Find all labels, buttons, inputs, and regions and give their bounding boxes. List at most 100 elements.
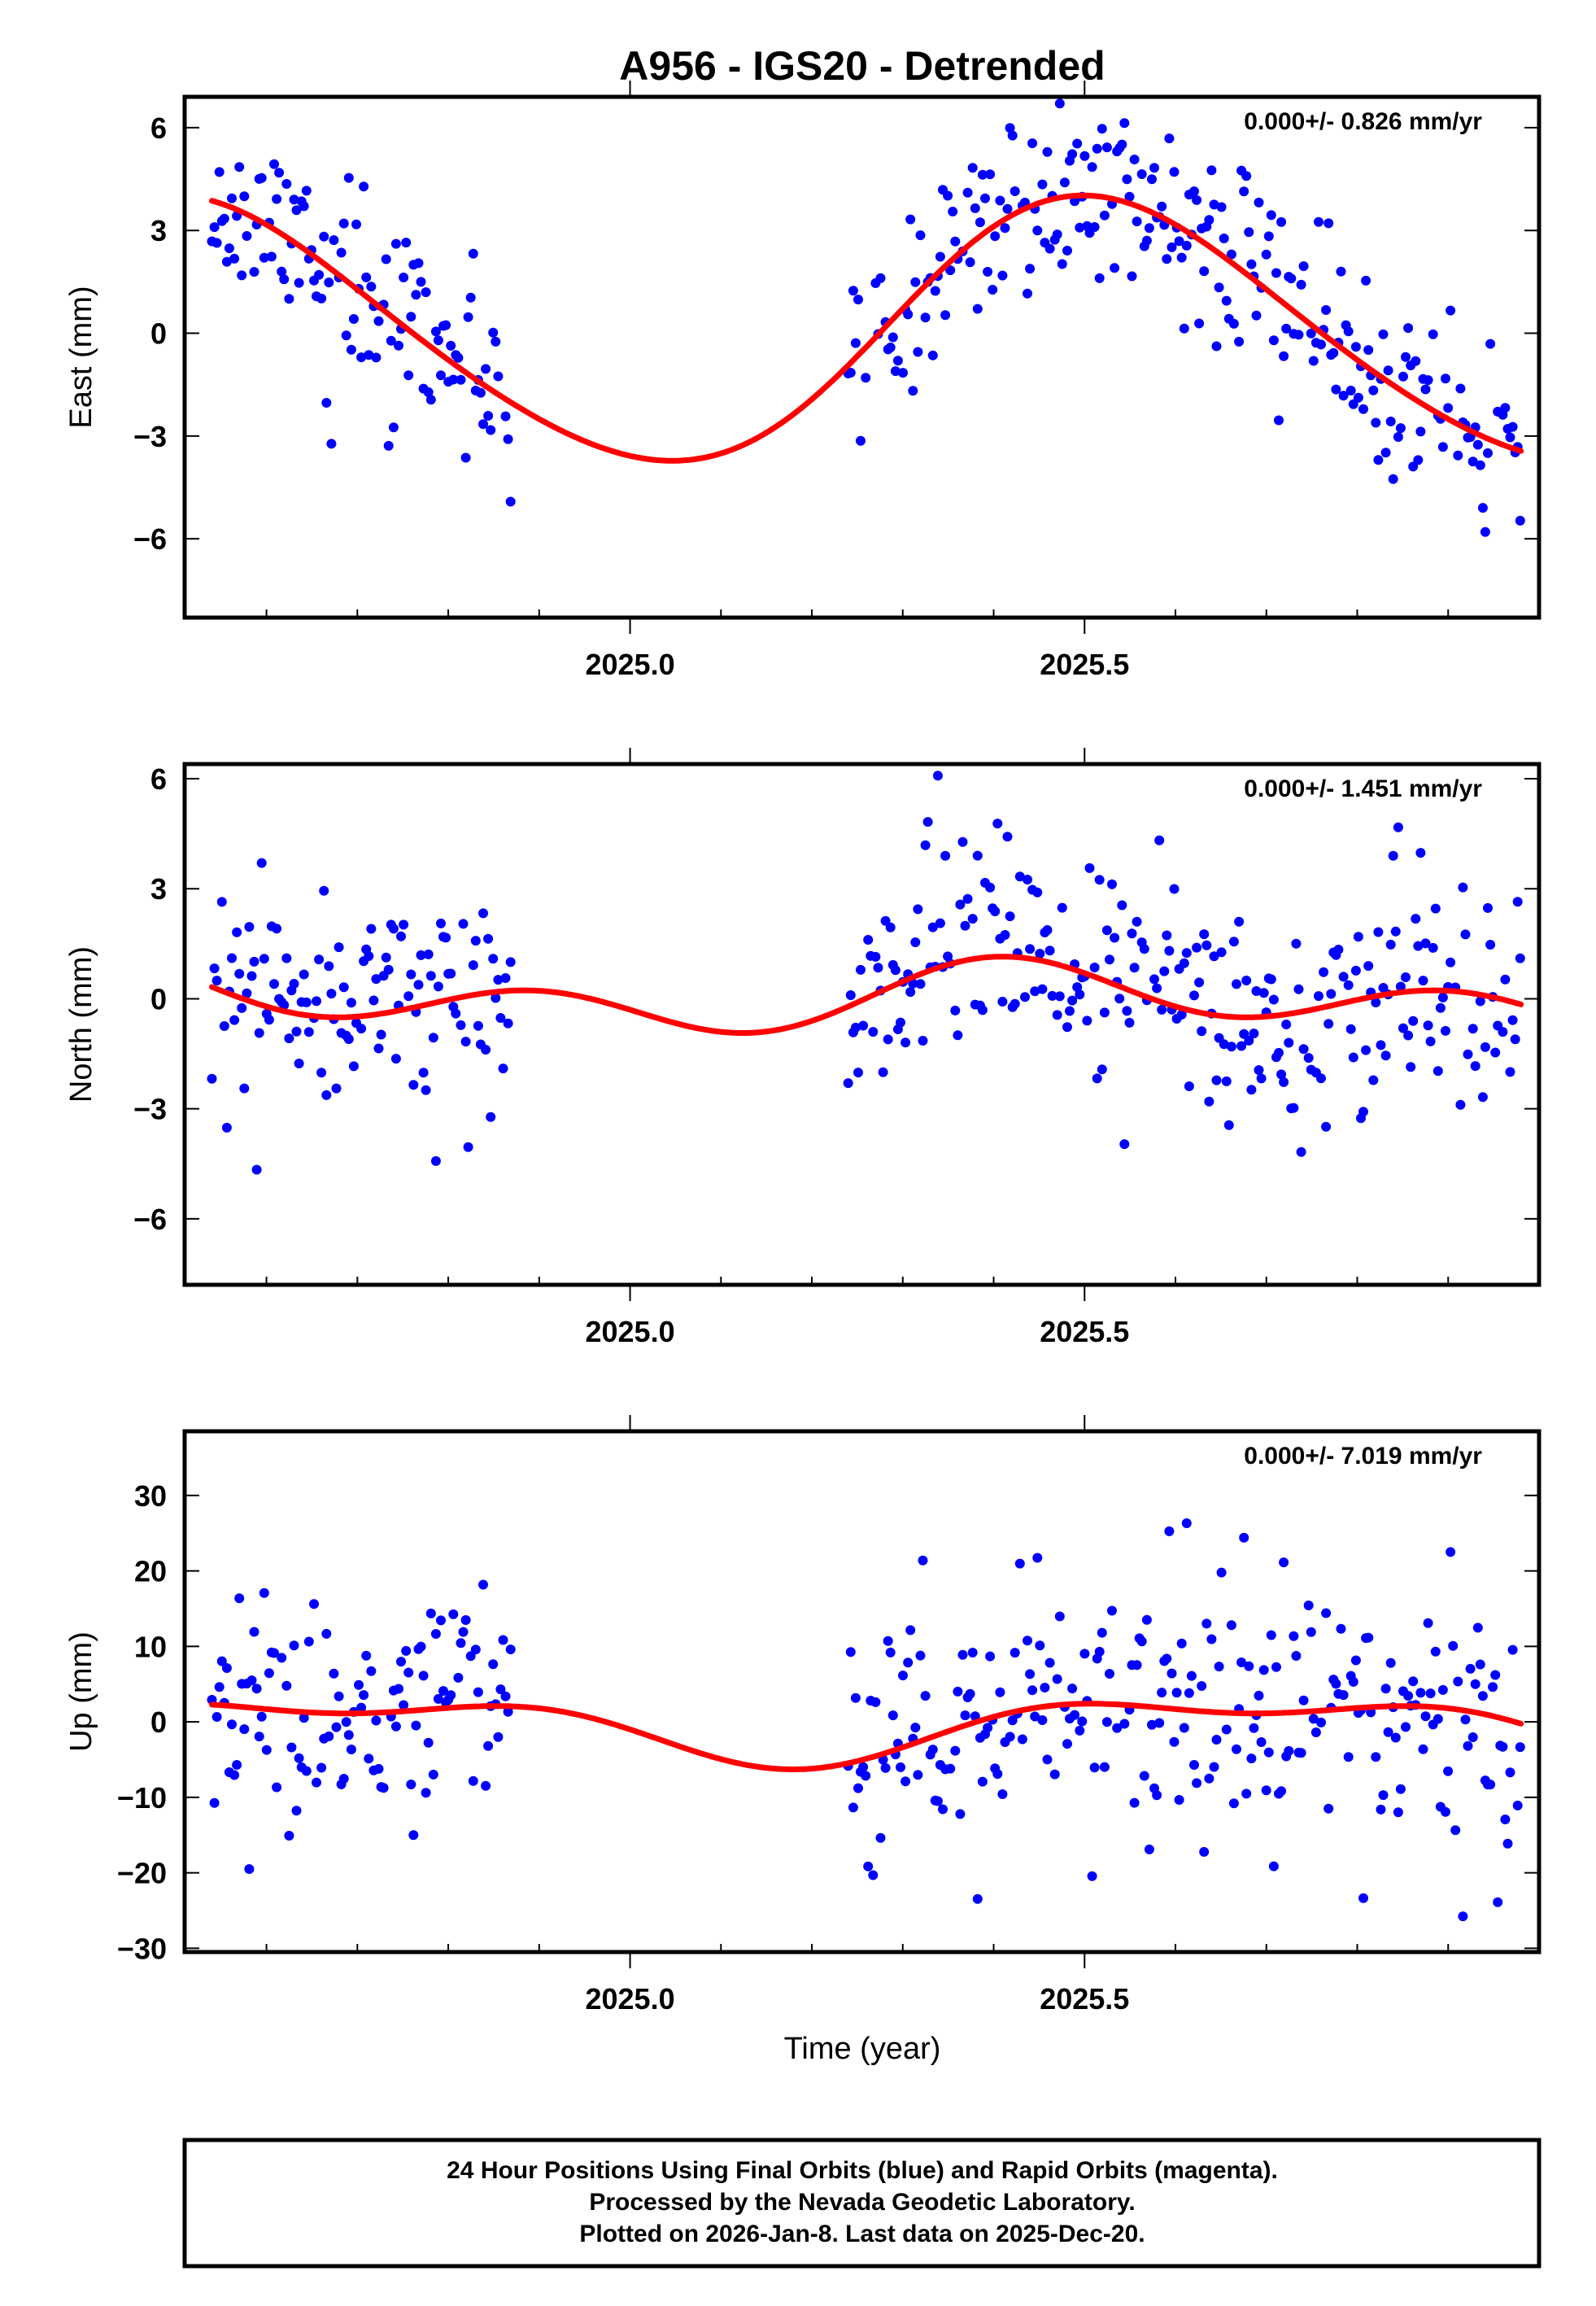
data-point bbox=[1079, 1649, 1090, 1659]
data-point bbox=[399, 919, 409, 930]
data-point bbox=[221, 1122, 232, 1133]
data-point bbox=[1254, 197, 1264, 207]
data-point bbox=[913, 347, 923, 357]
data-point bbox=[500, 973, 511, 983]
data-point bbox=[1350, 965, 1361, 976]
x-tick-label: 2025.5 bbox=[1040, 1982, 1129, 2016]
data-point bbox=[1413, 941, 1424, 951]
data-point bbox=[1129, 1797, 1140, 1808]
data-point bbox=[927, 922, 938, 932]
data-point bbox=[955, 1809, 966, 1819]
data-point bbox=[1017, 1734, 1027, 1745]
data-point bbox=[1179, 958, 1189, 968]
data-point bbox=[1331, 1679, 1341, 1689]
data-point bbox=[1420, 938, 1431, 949]
data-point bbox=[1000, 930, 1010, 940]
data-point bbox=[451, 1008, 461, 1019]
data-point bbox=[446, 968, 456, 979]
data-point bbox=[910, 277, 921, 287]
data-point bbox=[1310, 1727, 1321, 1737]
data-point bbox=[1298, 1044, 1309, 1055]
data-point bbox=[1432, 1066, 1443, 1077]
data-point bbox=[1380, 1684, 1391, 1694]
data-point bbox=[1119, 1139, 1130, 1150]
data-point bbox=[224, 243, 234, 254]
data-point bbox=[972, 304, 983, 314]
data-point bbox=[301, 186, 312, 196]
data-point bbox=[1181, 1518, 1192, 1528]
data-point bbox=[500, 411, 511, 421]
data-point bbox=[1002, 832, 1013, 842]
data-point bbox=[1162, 1653, 1172, 1664]
data-point bbox=[1176, 252, 1187, 263]
data-point bbox=[1035, 1640, 1045, 1651]
data-point bbox=[1236, 1657, 1247, 1667]
data-point bbox=[209, 1797, 220, 1808]
data-point bbox=[460, 452, 471, 463]
data-point bbox=[997, 270, 1008, 281]
data-point bbox=[1239, 1532, 1249, 1543]
data-point bbox=[1261, 249, 1271, 260]
data-point bbox=[376, 1029, 386, 1040]
data-point bbox=[1139, 944, 1149, 954]
data-point bbox=[239, 191, 250, 202]
data-point bbox=[1154, 835, 1165, 845]
data-point bbox=[1477, 1092, 1488, 1103]
data-point bbox=[470, 1644, 481, 1655]
data-point bbox=[1415, 848, 1426, 858]
data-point bbox=[997, 997, 1008, 1007]
data-point bbox=[1025, 1669, 1036, 1679]
data-point bbox=[1169, 1736, 1180, 1747]
data-point bbox=[269, 159, 279, 169]
data-point bbox=[433, 1693, 443, 1704]
data-point bbox=[1037, 179, 1048, 190]
data-point bbox=[1274, 415, 1284, 426]
data-point bbox=[1052, 229, 1062, 240]
data-point bbox=[259, 252, 269, 263]
data-point bbox=[1289, 1631, 1299, 1641]
data-point bbox=[856, 435, 866, 446]
data-point bbox=[481, 1045, 491, 1055]
data-point bbox=[1097, 124, 1107, 134]
data-point bbox=[1467, 456, 1478, 467]
data-point bbox=[983, 267, 993, 277]
data-point bbox=[1353, 932, 1363, 942]
data-point bbox=[1219, 1039, 1229, 1050]
data-point bbox=[436, 918, 446, 928]
data-point bbox=[1228, 937, 1239, 947]
data-point bbox=[1291, 938, 1302, 949]
data-point bbox=[1385, 417, 1396, 426]
data-point bbox=[1192, 942, 1202, 953]
data-point bbox=[1035, 949, 1045, 959]
data-point bbox=[1179, 1723, 1189, 1733]
data-point bbox=[289, 1640, 299, 1651]
data-point bbox=[1194, 318, 1205, 329]
data-point bbox=[1052, 1674, 1062, 1684]
data-point bbox=[1296, 1146, 1306, 1157]
data-point bbox=[1395, 423, 1406, 434]
data-point bbox=[214, 1682, 225, 1692]
data-point bbox=[1493, 1897, 1503, 1907]
data-point bbox=[1437, 1684, 1448, 1695]
data-point bbox=[274, 168, 285, 178]
data-point bbox=[1358, 1893, 1368, 1903]
data-point bbox=[1059, 177, 1070, 188]
data-point bbox=[1047, 990, 1057, 1001]
data-point bbox=[1062, 1739, 1072, 1749]
data-point bbox=[943, 190, 953, 201]
data-point bbox=[436, 370, 446, 381]
data-point bbox=[343, 173, 354, 183]
data-point bbox=[1070, 1710, 1080, 1720]
data-point bbox=[281, 1680, 292, 1691]
data-point bbox=[1216, 202, 1227, 212]
data-point bbox=[1117, 139, 1127, 150]
data-point bbox=[249, 267, 259, 277]
footer-line-1: 24 Hour Positions Using Final Orbits (bl… bbox=[447, 2157, 1278, 2184]
data-point bbox=[1087, 162, 1097, 173]
data-point bbox=[1453, 450, 1463, 461]
data-point bbox=[1037, 1715, 1048, 1725]
data-point bbox=[1176, 1009, 1187, 1020]
data-point bbox=[1107, 879, 1117, 889]
data-point bbox=[957, 836, 968, 847]
data-point bbox=[932, 771, 943, 781]
